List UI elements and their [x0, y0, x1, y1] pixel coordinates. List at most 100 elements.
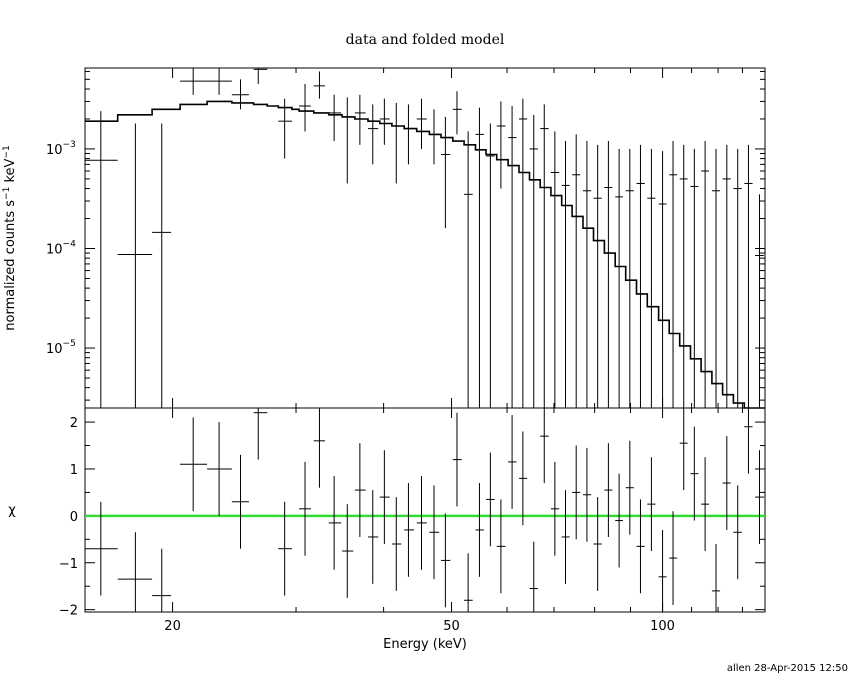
residual-point — [550, 461, 560, 556]
footer-stamp: allen 28-Apr-2015 12:50 — [726, 663, 848, 674]
residual-point — [496, 499, 506, 594]
x-tick-label: 100 — [650, 619, 675, 634]
data-point — [679, 144, 688, 408]
data-point — [328, 94, 342, 142]
residual-point — [733, 485, 742, 580]
residual-point — [180, 417, 208, 512]
residual-point — [711, 544, 721, 612]
residual-point — [354, 443, 366, 537]
data-point — [508, 105, 517, 408]
top-panel: 10−5 10−4 10−3 normalized counts s−1 keV−1 — [2, 67, 766, 409]
data-points — [85, 68, 764, 408]
model-curve — [85, 100, 765, 409]
data-point — [593, 144, 602, 408]
y-tick-label: 2 — [70, 416, 78, 431]
top-y-axis-label: normalized counts s−1 keV−1 — [2, 145, 18, 330]
data-point — [636, 144, 645, 408]
data-point — [207, 68, 232, 95]
data-point — [475, 107, 484, 408]
data-point — [452, 91, 462, 135]
data-point — [486, 123, 495, 408]
data-point — [669, 141, 678, 408]
data-point — [529, 114, 538, 408]
data-point — [391, 102, 402, 184]
data-point — [690, 148, 699, 408]
data-point — [464, 131, 473, 408]
data-point — [550, 131, 560, 408]
data-point — [117, 123, 153, 408]
residual-point — [416, 476, 427, 570]
residual-point — [508, 415, 517, 509]
data-point — [615, 148, 623, 408]
data-point — [404, 104, 415, 165]
residual-point — [452, 412, 462, 507]
data-point — [152, 123, 172, 408]
data-point — [180, 68, 208, 95]
model-step-line — [85, 100, 765, 409]
data-point — [658, 151, 667, 408]
data-point — [253, 68, 268, 84]
residual-point — [367, 490, 379, 584]
data-point — [429, 109, 440, 165]
residual-point — [647, 457, 656, 552]
data-point — [518, 98, 528, 408]
residual-point — [253, 408, 268, 460]
residual-point — [117, 532, 153, 612]
residual-point — [636, 499, 645, 594]
residual-point — [593, 497, 602, 591]
data-point — [647, 148, 656, 408]
residual-point — [152, 548, 172, 612]
residual-point — [328, 476, 342, 570]
x-tick-label: 20 — [164, 619, 181, 634]
residual-point — [429, 485, 440, 580]
data-point — [379, 98, 390, 145]
y-tick-label: −1 — [59, 557, 78, 572]
data-point — [733, 148, 742, 408]
residual-point — [679, 408, 688, 491]
residual-point — [572, 445, 581, 540]
data-point — [744, 144, 753, 408]
residual-point — [342, 504, 354, 598]
residual-point — [486, 452, 495, 547]
data-point — [441, 116, 451, 229]
top-axis-ticks — [85, 68, 766, 408]
bottom-panel: 20 50 100 −2 −1 0 1 2 χ Energy (keV) — [8, 407, 766, 652]
top-tick-labels: 10−5 10−4 10−3 — [46, 140, 76, 357]
residual-point — [299, 461, 311, 556]
data-point — [561, 141, 570, 408]
data-point — [701, 141, 710, 408]
bottom-tick-labels: 20 50 100 −2 −1 0 1 2 — [59, 416, 675, 634]
data-point — [231, 79, 249, 110]
data-point — [416, 98, 427, 149]
y-tick-label: 10−3 — [46, 140, 76, 158]
data-point — [540, 104, 549, 408]
residual-point — [604, 443, 613, 537]
data-point — [299, 83, 311, 132]
residual-point — [625, 440, 634, 535]
residual-point — [207, 422, 232, 516]
residual-point — [464, 553, 473, 612]
y-tick-label: 1 — [70, 463, 78, 478]
residual-point — [658, 529, 667, 612]
residual-point — [231, 454, 249, 549]
data-point — [604, 141, 613, 408]
bottom-plot-frame — [84, 407, 766, 613]
residual-point — [701, 457, 710, 552]
residual-point — [391, 497, 402, 591]
data-point — [711, 148, 721, 408]
residual-point — [278, 501, 292, 596]
x-tick-label: 50 — [443, 619, 460, 634]
residual-points — [85, 408, 764, 612]
residual-point — [518, 431, 528, 526]
residual-point — [404, 483, 415, 577]
y-tick-label: −2 — [59, 604, 78, 619]
residual-point — [540, 408, 549, 484]
data-point — [625, 148, 634, 408]
y-tick-label: 0 — [70, 510, 78, 525]
chart-title: data and folded model — [346, 32, 505, 48]
data-point — [755, 194, 764, 408]
data-point — [354, 94, 366, 145]
residual-point — [529, 541, 538, 612]
data-point — [278, 98, 292, 159]
